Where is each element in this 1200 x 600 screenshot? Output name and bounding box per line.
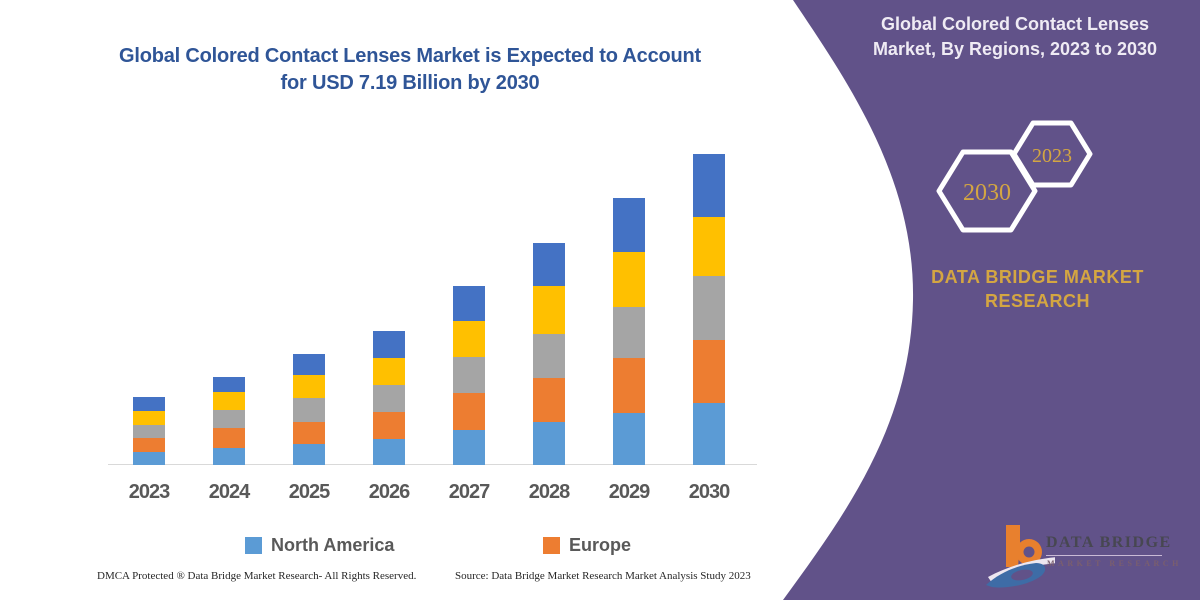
x-axis-label-2026: 2026: [368, 481, 411, 503]
bar-segment-2026-europe: [373, 411, 405, 440]
bar-segment-2028-north-america: [533, 421, 565, 465]
side-panel-heading-line1: Global Colored Contact Lenses: [880, 14, 1150, 34]
logo-b-counter: [1023, 546, 1035, 558]
side-panel-shape: [783, 0, 1200, 600]
bar-segment-2030-unlabeled-dark-blue-: [693, 154, 725, 218]
bar-segment-2029-unlabeled-yellow-: [613, 251, 645, 307]
stacked-bar-2026: [373, 330, 405, 465]
bar-segment-2023-unlabeled-gray-: [133, 425, 165, 439]
brand-text-line1: DATA BRIDGE MARKET: [931, 267, 1144, 287]
bar-segment-2028-unlabeled-dark-blue-: [533, 243, 565, 287]
stacked-bar-2030: [693, 154, 725, 465]
bar-segment-2027-unlabeled-gray-: [453, 357, 485, 394]
hexagon-2030-badge: [936, 149, 1038, 233]
legend-swatch-europe: [543, 537, 560, 554]
x-axis-label-2028: 2028: [528, 481, 571, 503]
brand-text-line2: RESEARCH: [984, 291, 1090, 311]
bar-segment-2025-unlabeled-yellow-: [293, 375, 325, 399]
bar-segment-2024-unlabeled-gray-: [213, 410, 245, 429]
bar-segment-2025-europe: [293, 421, 325, 445]
bar-segment-2030-unlabeled-gray-: [693, 276, 725, 341]
bar-segment-2024-unlabeled-dark-blue-: [213, 376, 245, 392]
x-axis-label-2025: 2025: [288, 481, 331, 503]
bar-segment-2023-unlabeled-dark-blue-: [133, 397, 165, 412]
stacked-bar-2027: [453, 286, 485, 465]
logo-d-counter: [1011, 569, 1033, 581]
bar-segment-2029-unlabeled-gray-: [613, 306, 645, 358]
stacked-bar-2025: [293, 354, 325, 465]
bar-segment-2027-unlabeled-yellow-: [453, 321, 485, 358]
x-axis-label-2023: 2023: [128, 481, 171, 503]
bar-segment-2026-unlabeled-gray-: [373, 384, 405, 412]
legend-swatch-north-america: [245, 537, 262, 554]
bar-segment-2027-europe: [453, 393, 485, 430]
bar-segment-2028-unlabeled-yellow-: [533, 286, 565, 334]
bar-segment-2024-north-america: [213, 448, 245, 465]
legend-item-north-america: North America: [245, 535, 394, 556]
bar-segment-2029-europe: [613, 357, 645, 413]
bar-segment-2023-europe: [133, 438, 165, 453]
bar-segment-2023-north-america: [133, 452, 165, 465]
x-axis-line: [108, 464, 757, 465]
logo-b-stem: [1006, 525, 1020, 567]
x-axis-label-2030: 2030: [688, 481, 731, 503]
bar-segment-2025-north-america: [293, 444, 325, 465]
bar-segment-2024-europe: [213, 428, 245, 449]
bar-segment-2026-unlabeled-dark-blue-: [373, 330, 405, 358]
hexagon-2023-year: 2023: [1032, 145, 1072, 167]
side-panel-heading-line2: Market, By Regions, 2023 to 2030: [872, 39, 1158, 59]
bar-segment-2025-unlabeled-gray-: [293, 398, 325, 422]
x-axis-label-2029: 2029: [608, 481, 651, 503]
bar-segment-2026-north-america: [373, 439, 405, 465]
bar-segment-2029-north-america: [613, 412, 645, 465]
brand-text: DATA BRIDGE MARKET RESEARCH: [900, 265, 1175, 313]
bar-segment-2029-unlabeled-dark-blue-: [613, 197, 645, 252]
bar-segment-2028-europe: [533, 378, 565, 422]
bar-segment-2028-unlabeled-gray-: [533, 333, 565, 379]
stacked-bar-2028: [533, 243, 565, 465]
bar-segment-2027-unlabeled-dark-blue-: [453, 286, 485, 322]
x-axis-label-2024: 2024: [208, 481, 251, 503]
bar-segment-2023-unlabeled-yellow-: [133, 411, 165, 426]
stacked-bar-2029: [613, 197, 645, 465]
hexagon-year-badges: 2030 2023: [936, 120, 1093, 233]
legend-label: North America: [271, 535, 395, 555]
bar-segment-2024-unlabeled-yellow-: [213, 391, 245, 411]
logo-wordmark: DATA BRIDGE: [1046, 534, 1172, 551]
legend-label: Europe: [569, 535, 632, 555]
hexagon-2023-badge: [1011, 120, 1093, 188]
hexagon-2030-year: 2030: [963, 180, 1011, 206]
bar-segment-2030-unlabeled-yellow-: [693, 217, 725, 276]
logo-underline: [1046, 555, 1162, 556]
legend-item-europe: Europe: [543, 535, 631, 556]
source-note: Source: Data Bridge Market Research Mark…: [455, 570, 751, 582]
chart-title-line2: for USD 7.19 Billion by 2030: [280, 72, 540, 94]
bar-segment-2027-north-america: [453, 429, 485, 465]
logo-subtitle: MARKET RESEARCH: [1047, 559, 1182, 568]
bar-segment-2030-europe: [693, 340, 725, 404]
chart-title-line1: Global Colored Contact Lenses Market is …: [118, 45, 702, 67]
bar-segment-2030-north-america: [693, 403, 725, 465]
stacked-bar-2024: [213, 376, 245, 465]
stacked-bar-2023: [133, 397, 165, 465]
x-axis-label-2027: 2027: [448, 481, 491, 503]
data-bridge-logo-icon: [986, 525, 1055, 588]
dmca-notice: DMCA Protected ® Data Bridge Market Rese…: [97, 570, 417, 582]
chart-title: Global Colored Contact Lenses Market is …: [40, 43, 780, 97]
bar-segment-2026-unlabeled-yellow-: [373, 357, 405, 385]
bar-segment-2025-unlabeled-dark-blue-: [293, 354, 325, 376]
side-panel-heading: Global Colored Contact Lenses Market, By…: [850, 12, 1180, 62]
